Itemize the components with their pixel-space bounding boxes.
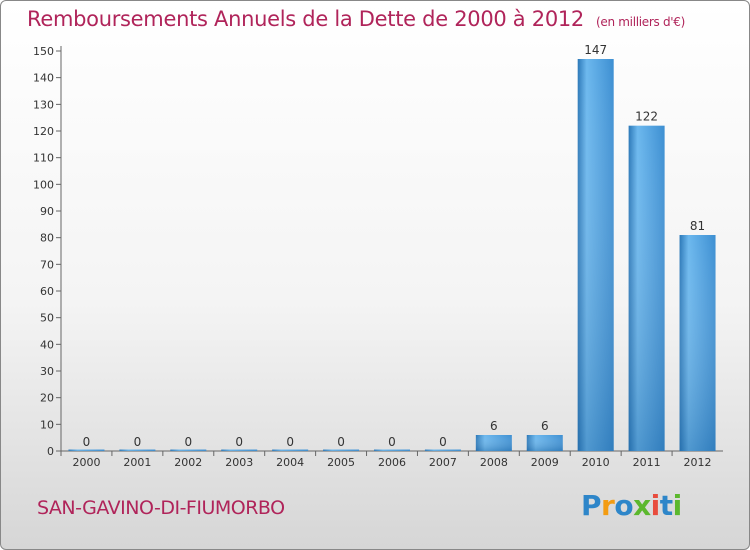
data-label: 0 (184, 435, 192, 449)
x-tick-label: 2009 (531, 456, 559, 469)
bar-shade (119, 449, 156, 451)
logo-letter: P (581, 489, 602, 522)
data-label: 0 (83, 435, 91, 449)
logo-letter: i (650, 489, 661, 522)
x-tick-label: 2001 (123, 456, 151, 469)
chart-axes: 0102030405060708090100110120130140150200… (33, 45, 723, 469)
data-label: 6 (541, 419, 549, 433)
y-tick-label: 50 (40, 312, 54, 325)
bar-shade (679, 235, 716, 451)
data-label: 0 (134, 435, 142, 449)
x-tick-label: 2002 (174, 456, 202, 469)
logo-letter: r (601, 489, 615, 522)
bar-shade (475, 435, 512, 451)
y-tick-label: 60 (40, 285, 54, 298)
bar-shade (424, 449, 461, 451)
bar-shade (628, 125, 665, 452)
x-tick-label: 2005 (327, 456, 355, 469)
chart-bars (68, 59, 716, 452)
data-label: 0 (439, 435, 447, 449)
x-tick-label: 2012 (684, 456, 712, 469)
y-tick-label: 110 (33, 152, 54, 165)
chart-unit: (en milliers d'€) (596, 15, 686, 29)
logo-letter: x (633, 489, 651, 522)
y-tick-label: 90 (40, 205, 54, 218)
y-tick-label: 130 (33, 98, 54, 111)
x-tick-label: 2003 (225, 456, 253, 469)
x-tick-label: 2008 (480, 456, 508, 469)
y-tick-label: 80 (40, 232, 54, 245)
chart-title: Remboursements Annuels de la Dette de 20… (27, 7, 685, 31)
bar-shade (68, 449, 105, 451)
x-tick-label: 2004 (276, 456, 304, 469)
bar-shade (170, 449, 207, 451)
logo-letter: o (614, 489, 634, 522)
x-tick-label: 2006 (378, 456, 406, 469)
bar-shade (272, 449, 309, 451)
chart-title-text: Remboursements Annuels de la Dette de 20… (27, 7, 584, 31)
x-tick-label: 2010 (582, 456, 610, 469)
logo-letter: i (672, 489, 683, 522)
data-label: 0 (235, 435, 243, 449)
bar-shade (374, 449, 410, 451)
y-tick-label: 20 (40, 392, 54, 405)
y-tick-label: 70 (40, 258, 54, 271)
bar-shade (577, 59, 614, 451)
bar-shade (323, 449, 360, 451)
x-tick-label: 2000 (72, 456, 100, 469)
commune-name: SAN-GAVINO-DI-FIUMORBO (37, 497, 285, 519)
data-label: 81 (690, 219, 705, 233)
proxiti-logo: Proxiti (581, 489, 682, 522)
y-tick-label: 40 (40, 338, 54, 351)
x-tick-label: 2011 (633, 456, 661, 469)
data-label: 147 (584, 43, 607, 57)
data-label: 122 (635, 110, 658, 124)
y-tick-label: 120 (33, 125, 54, 138)
x-tick-label: 2007 (429, 456, 457, 469)
data-label: 6 (490, 419, 498, 433)
y-tick-label: 100 (33, 178, 54, 191)
y-tick-label: 140 (33, 72, 54, 85)
data-label: 0 (286, 435, 294, 449)
y-tick-label: 10 (40, 418, 54, 431)
logo-letter: t (659, 489, 673, 522)
bar-shade (221, 449, 258, 451)
chart-data-labels: 0 0 0 0 0 0 0 0 6 6 147 122 81 (83, 43, 706, 449)
y-tick-label: 30 (40, 365, 54, 378)
y-tick-label: 150 (33, 45, 54, 58)
data-label: 0 (337, 435, 345, 449)
y-tick-label: 0 (47, 445, 54, 458)
data-label: 0 (388, 435, 396, 449)
bar-shade (526, 435, 563, 451)
